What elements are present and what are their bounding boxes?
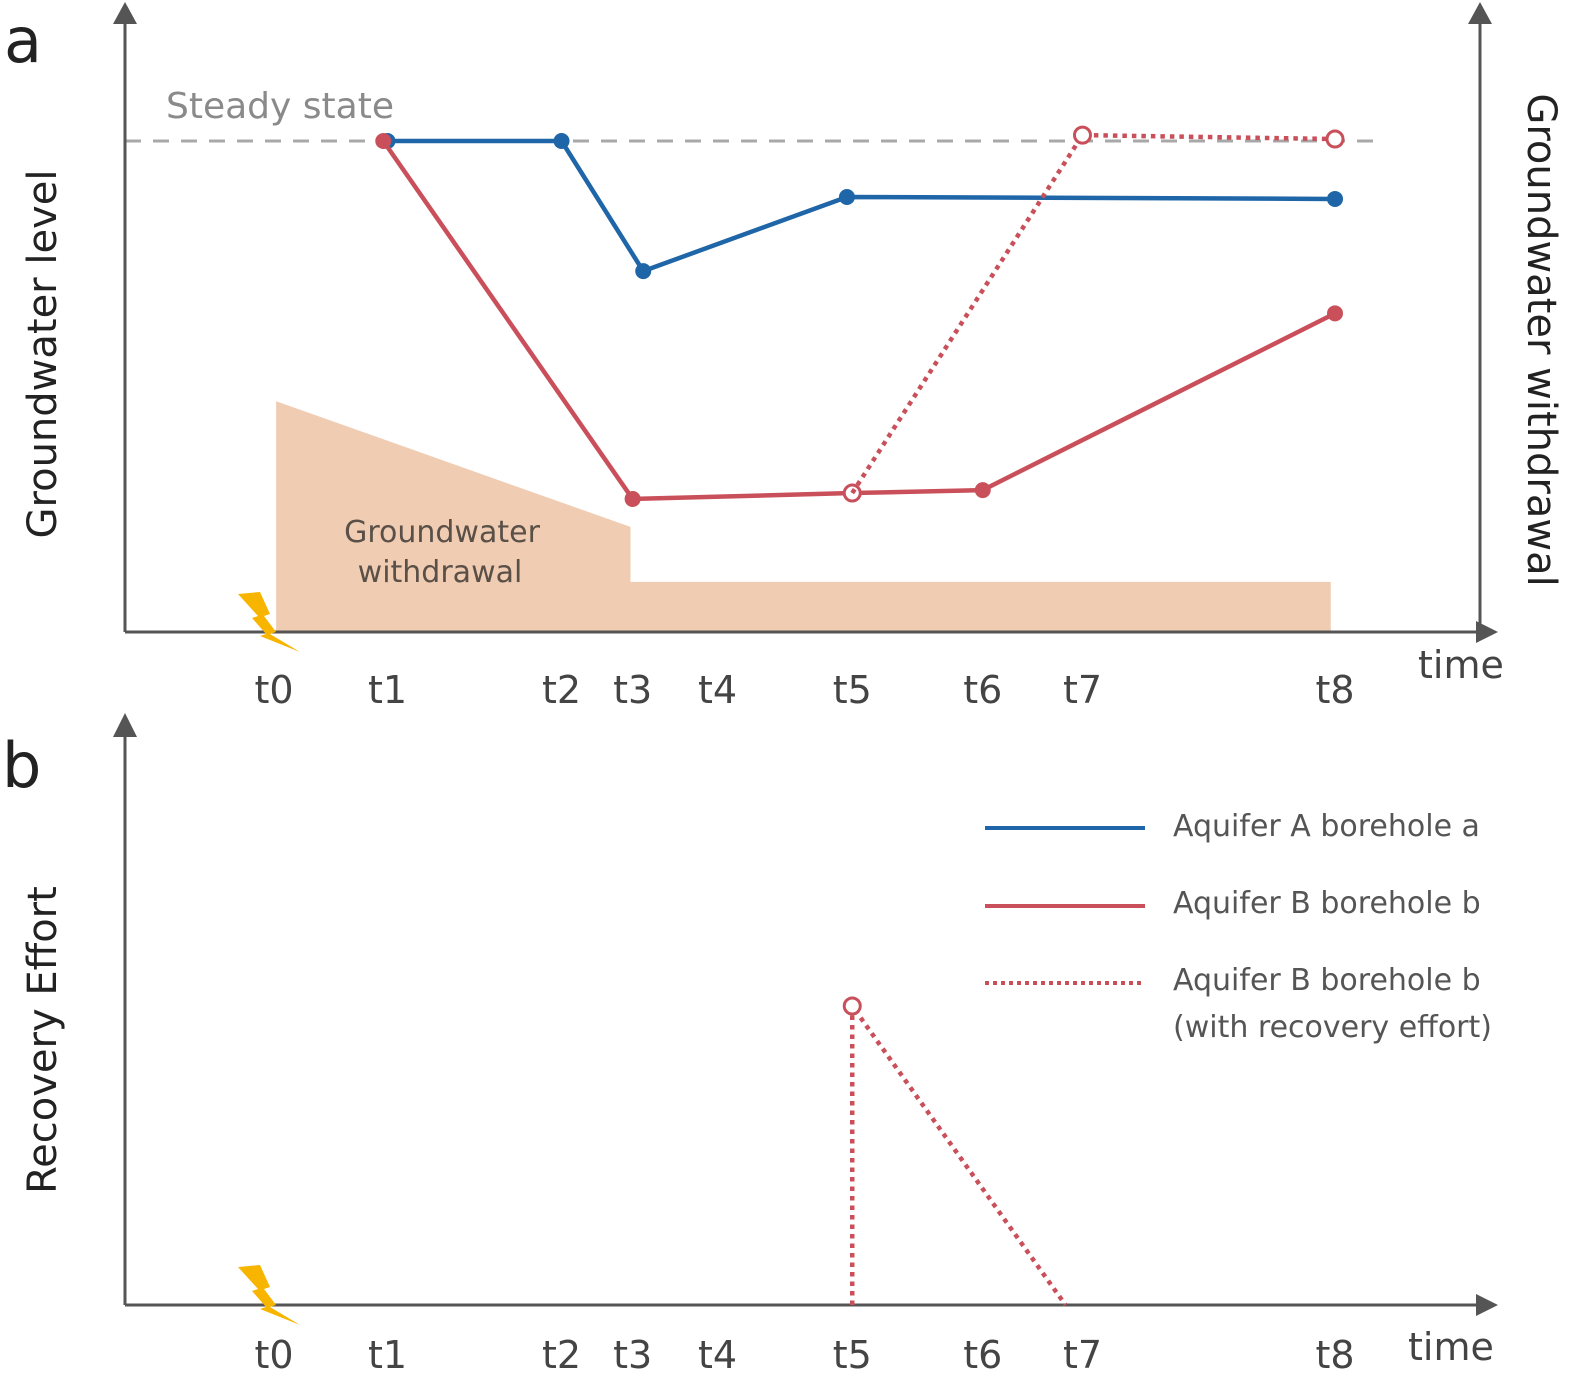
data-point-0-t3 bbox=[635, 263, 652, 280]
x-tick-label-t8: t8 bbox=[1315, 668, 1354, 712]
withdrawal-area-label-line1: Groundwater bbox=[344, 515, 540, 550]
data-point-1-t6 bbox=[974, 482, 991, 499]
legend-label-aquifer-a: Aquifer A borehole a bbox=[1173, 809, 1480, 844]
panel-a-right-y-axis-arrow-icon bbox=[1468, 2, 1492, 24]
panel-b-x-axis-arrow-icon bbox=[1476, 1294, 1498, 1316]
data-point-0-t8 bbox=[1327, 190, 1343, 207]
withdrawal-area bbox=[276, 401, 1331, 632]
legend-label-aquifer-b: Aquifer B borehole b bbox=[1173, 886, 1481, 921]
panel-a-series bbox=[375, 125, 1345, 507]
panel-b-tick-labels: t0 t1 t2 t3 t4 t5 t6 t7 t8 bbox=[254, 1333, 1354, 1377]
panel-b-y-axis-arrow-icon bbox=[113, 713, 137, 737]
x-tick-label-t4: t4 bbox=[698, 1333, 737, 1377]
series-line-1 bbox=[381, 139, 1337, 502]
panel-b-x-axis-title: time bbox=[1408, 1325, 1494, 1369]
x-tick-label-t6: t6 bbox=[963, 1333, 1002, 1377]
withdrawal-area-group bbox=[276, 401, 1331, 632]
panel-a-x-axis-title: time bbox=[1418, 643, 1504, 687]
x-tick-label-t5: t5 bbox=[833, 1333, 872, 1377]
data-point-1-t1 bbox=[375, 133, 392, 149]
legend: Aquifer A borehole a Aquifer B borehole … bbox=[985, 809, 1492, 1045]
panel-a-y-axis-arrow-icon bbox=[113, 2, 137, 24]
series-line-0 bbox=[849, 1003, 1068, 1307]
x-tick-label-t5: t5 bbox=[833, 668, 872, 712]
x-tick-label-t4: t4 bbox=[698, 668, 737, 712]
panel-a-letter: a bbox=[4, 4, 42, 77]
data-point-open-2-t8 bbox=[1325, 129, 1345, 149]
panel-a: a Groundwater withdrawal Steady state Gr… bbox=[4, 2, 1564, 712]
panel-b-letter: b bbox=[2, 729, 41, 802]
data-point-0-t5 bbox=[838, 188, 855, 205]
panel-b-y-axis-title: Recovery Effort bbox=[20, 886, 66, 1194]
data-point-1-t8 bbox=[1327, 305, 1343, 322]
panel-a-y-axis-title: Groundwater level bbox=[20, 170, 66, 539]
x-tick-label-t1: t1 bbox=[368, 668, 407, 712]
x-tick-label-t1: t1 bbox=[368, 1333, 407, 1377]
series-line-2 bbox=[850, 132, 1336, 495]
panel-b: b Recovery Effort time t0 t1 t2 t3 t4 t5 t6 t7 t… bbox=[2, 713, 1498, 1377]
lightning-bolt-icon bbox=[238, 592, 300, 652]
legend-label-aquifer-b-recovery-line2: (with recovery effort) bbox=[1173, 1010, 1492, 1045]
x-tick-label-t0: t0 bbox=[254, 1333, 293, 1377]
withdrawal-area-label-line2: withdrawal bbox=[358, 555, 523, 590]
panel-b-event-marker bbox=[238, 1265, 300, 1325]
x-tick-label-t6: t6 bbox=[963, 668, 1002, 712]
x-tick-label-t7: t7 bbox=[1063, 1333, 1102, 1377]
steady-state-label: Steady state bbox=[166, 86, 394, 127]
data-point-1-t3 bbox=[624, 490, 641, 507]
x-tick-label-t2: t2 bbox=[542, 1333, 581, 1377]
data-point-open-0-t5 bbox=[842, 996, 862, 1016]
panel-a-right-y-axis-title: Groundwater withdrawal bbox=[1518, 93, 1564, 586]
x-tick-label-t7: t7 bbox=[1063, 668, 1102, 712]
data-point-open-2-t7 bbox=[1072, 125, 1092, 145]
x-tick-label-t3: t3 bbox=[613, 1333, 652, 1377]
x-tick-label-t3: t3 bbox=[613, 668, 652, 712]
legend-label-aquifer-b-recovery: Aquifer B borehole b bbox=[1173, 963, 1481, 998]
x-tick-label-t0: t0 bbox=[254, 668, 293, 712]
x-tick-label-t8: t8 bbox=[1315, 1333, 1354, 1377]
series-line-0 bbox=[387, 138, 1336, 274]
x-tick-label-t2: t2 bbox=[542, 668, 581, 712]
panel-b-series bbox=[842, 996, 1068, 1307]
panel-a-tick-labels: t0 t1 t2 t3 t4 t5 t6 t7 t8 bbox=[254, 668, 1354, 712]
data-point-0-t2 bbox=[553, 133, 570, 149]
lightning-bolt-icon bbox=[238, 1265, 300, 1325]
panel-a-event-marker bbox=[238, 592, 300, 652]
